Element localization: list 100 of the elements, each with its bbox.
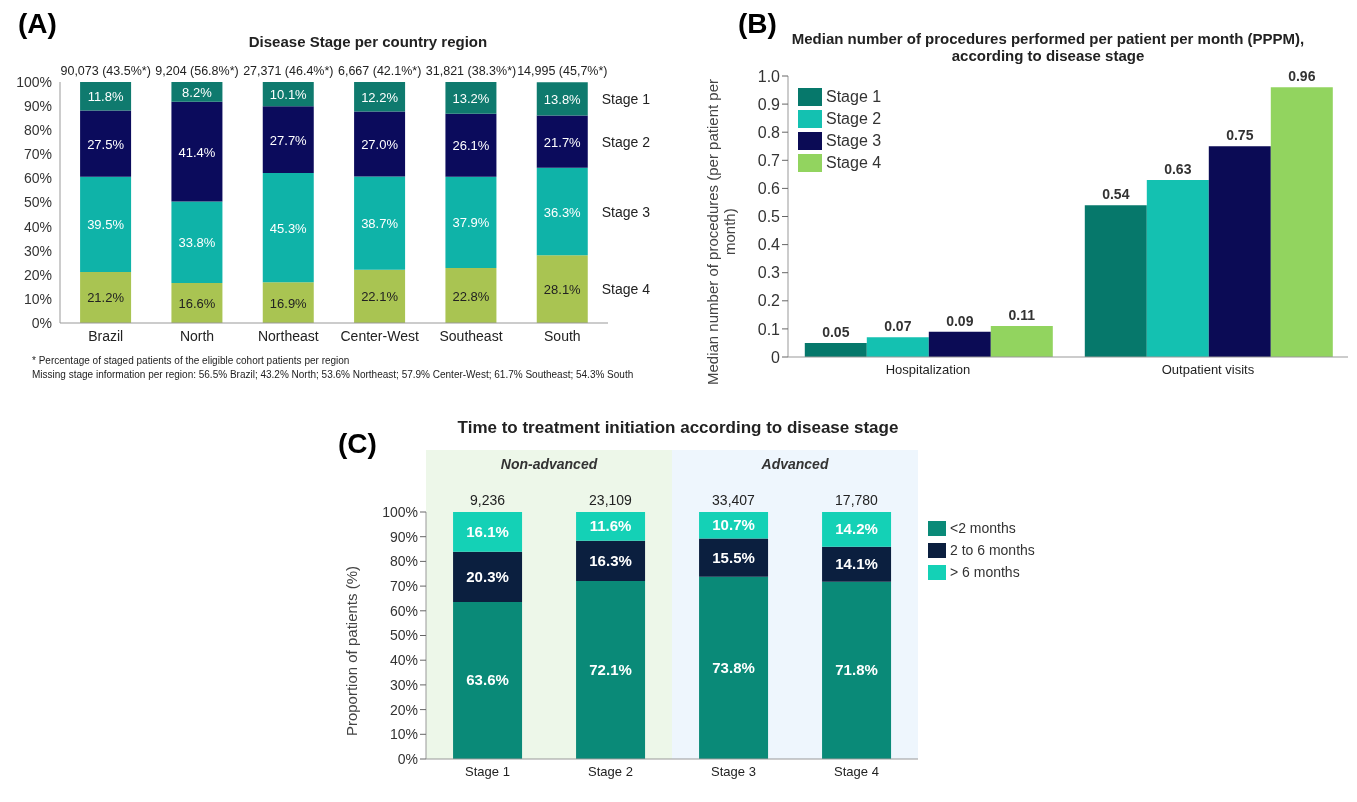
x-tick-label: Hospitalization (885, 362, 971, 378)
y-tick-label: 0 (771, 348, 781, 366)
chart-title: Disease Stage per country region (248, 33, 488, 52)
data-label: 16.6% (178, 296, 216, 311)
data-label: 27.5% (87, 136, 125, 152)
y-tick-label: 0% (397, 750, 418, 767)
data-label: 0.96 (1288, 68, 1316, 85)
legend-label: 2 to 6 months (950, 542, 1035, 558)
bar (262, 173, 314, 283)
data-label: 71.8% (835, 661, 878, 679)
data-label: 22.8% (452, 288, 490, 304)
y-tick-label: 40% (23, 218, 52, 235)
annotation: 31,821 (38.3%*) (425, 64, 517, 78)
y-tick-label: 0% (31, 314, 52, 331)
chart-title: Median number of procedures performed per patient per month (PPPM), according to disease stage (790, 30, 1306, 66)
legend-label: > 6 months (950, 564, 1020, 580)
data-label: 73.8% (712, 658, 755, 676)
data-label: 0.09 (946, 312, 974, 329)
data-label: 11.6% (589, 517, 632, 535)
data-label: 26.1% (452, 138, 490, 154)
annotation: 90,073 (43.5%*) (60, 64, 151, 78)
x-tick-label: Center-West (340, 327, 419, 344)
data-label: 28.1% (543, 282, 582, 298)
y-tick-label: 20% (389, 701, 418, 718)
x-tick-label: Outpatient visits (1161, 362, 1255, 378)
annotation: 14,995 (45,7%*) (517, 64, 608, 78)
bar (80, 271, 132, 323)
bar (354, 176, 406, 270)
annotation: 6,667 (42.1%*) (337, 64, 422, 78)
bar (445, 176, 497, 269)
data-label: 13.8% (543, 91, 582, 107)
bar (699, 576, 769, 759)
data-label: 16.3% (589, 551, 632, 569)
legend-label: Stage 2 (826, 110, 882, 128)
y-tick-label: 100% (16, 73, 52, 90)
bar (354, 111, 406, 177)
series-label: Stage 3 (601, 203, 651, 220)
y-tick-label: 20% (23, 266, 52, 283)
y-tick-label: 90% (389, 528, 418, 545)
x-tick-label: North (179, 327, 215, 344)
data-label: 14.1% (835, 555, 878, 573)
chart-title: Time to treatment initiation according to disease stage (457, 418, 899, 439)
y-axis-title: Median number of procedures (per patient per month) (704, 78, 738, 387)
data-label: 45.3% (269, 220, 308, 236)
x-tick-label: Stage 1 (465, 764, 510, 780)
y-tick-label: 50% (389, 627, 418, 644)
bar (445, 113, 497, 177)
y-tick-label: 10% (389, 726, 418, 743)
y-tick-label: 0.6 (757, 180, 781, 198)
annotation: 23,109 (589, 492, 633, 508)
bar (928, 331, 991, 357)
data-label: 0.63 (1164, 160, 1192, 177)
bar (536, 167, 588, 256)
x-tick-label: Southeast (439, 327, 503, 344)
y-tick-label: 30% (23, 242, 52, 259)
y-tick-label: 0.9 (757, 95, 781, 113)
data-label: 27.7% (269, 132, 308, 148)
band-label: Non-advanced (500, 456, 598, 472)
data-label: 16.9% (269, 295, 308, 311)
data-label: 0.11 (1008, 307, 1036, 324)
data-label: 33.8% (178, 235, 216, 251)
data-label: 11.8% (87, 89, 124, 105)
bar (536, 115, 588, 168)
data-label: 0.05 (822, 323, 850, 340)
bar (445, 268, 497, 323)
legend-label: <2 months (950, 520, 1016, 536)
bar (1270, 87, 1333, 357)
annotation: 27,371 (46.4%*) (243, 64, 334, 78)
y-tick-label: 60% (389, 602, 418, 619)
y-tick-label: 0.1 (757, 320, 781, 338)
bar (453, 601, 523, 759)
y-tick-label: 80% (389, 553, 418, 570)
data-label: 8.2% (182, 84, 213, 100)
bar (990, 326, 1053, 357)
data-label: 36.3% (543, 204, 582, 220)
data-label: 21.7% (543, 134, 582, 150)
x-tick-label: Stage 3 (711, 764, 756, 780)
data-label: 41.4% (178, 144, 216, 160)
y-tick-label: 0.5 (757, 208, 781, 226)
bar (822, 581, 892, 759)
y-tick-label: 0.3 (757, 264, 781, 282)
bar (453, 551, 523, 602)
data-label: 16.1% (466, 522, 509, 540)
data-label: 10.1% (269, 87, 308, 103)
bar (171, 101, 223, 202)
y-tick-label: 1.0 (757, 67, 781, 85)
bar (1084, 205, 1147, 357)
legend-label: Stage 4 (826, 154, 882, 172)
text: (C) (338, 428, 377, 460)
y-tick-label: 70% (23, 146, 52, 163)
x-tick-label: Brazil (88, 327, 124, 344)
annotation: 33,407 (712, 492, 756, 508)
bar (866, 337, 929, 357)
y-tick-label: 90% (23, 98, 52, 115)
text: (B) (738, 8, 777, 40)
text: * Percentage of staged patients of the eligible cohort patients per region (32, 354, 351, 368)
bar (171, 201, 223, 283)
band-label: Advanced (760, 456, 829, 472)
y-tick-label: 80% (23, 122, 52, 139)
y-tick-label: 0.7 (757, 151, 781, 169)
